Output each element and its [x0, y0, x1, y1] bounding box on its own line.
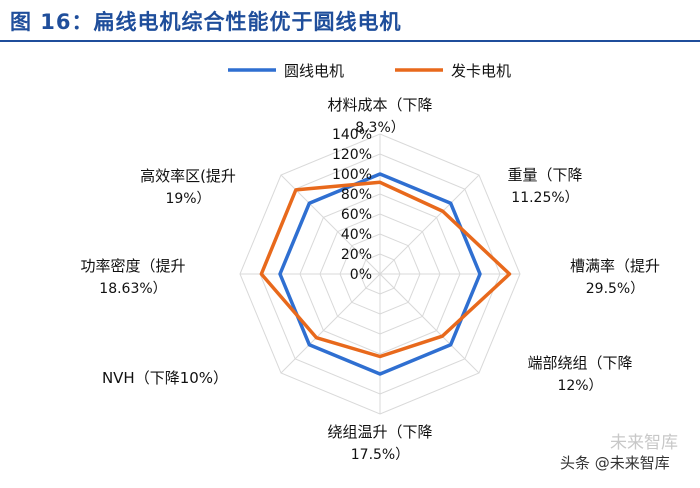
axis-label: 绕组温升（下降: [327, 423, 432, 441]
grid-spoke: [280, 273, 381, 374]
axis-label: 功率密度（提升: [80, 257, 185, 275]
radial-tick-label: 60%: [341, 207, 372, 223]
axis-labels: 材料成本（下降 8.3%） 重量（下降 11.25%） 槽满率（提升 29.5%） 端部绕组…: [80, 96, 660, 463]
axis-value-label: 8.3%）: [355, 120, 405, 136]
axis-value-label: 12%）: [557, 378, 602, 394]
radial-tick-label: 20%: [341, 247, 372, 263]
axis-label: 端部绕组（下降: [527, 354, 632, 372]
radial-ticks: 0% 20% 40% 60% 80% 100% 120% 140%: [332, 127, 372, 283]
watermark-logo-text: 未来智库: [610, 433, 678, 453]
grid-spoke: [379, 273, 480, 374]
source-credit: 头条 @未来智库: [560, 454, 670, 472]
axis-value-label: 29.5%）: [586, 281, 644, 297]
figure-title: 图 16：扁线电机综合性能优于圆线电机: [10, 10, 402, 34]
chart-legend: 圆线电机 发卡电机: [228, 62, 511, 80]
legend-label: 圆线电机: [284, 62, 344, 80]
radial-tick-label: 140%: [332, 127, 372, 143]
radial-tick-label: 0%: [350, 267, 372, 283]
radial-tick-label: 120%: [332, 147, 372, 163]
axis-label: 材料成本（下降: [327, 96, 432, 114]
axis-value-label: 18.63%）: [99, 281, 166, 297]
radial-tick-label: 40%: [341, 227, 372, 243]
axis-value-label: 19%）: [165, 191, 210, 207]
radar-grid: [239, 133, 521, 415]
axis-label: 高效率区(提升: [140, 167, 236, 185]
grid-spoke: [379, 174, 480, 275]
axis-value-label: 11.25%）: [511, 190, 578, 206]
axis-label: 重量（下降: [507, 166, 582, 184]
radial-tick-label: 100%: [332, 167, 372, 183]
legend-label: 发卡电机: [451, 62, 511, 80]
radial-tick-label: 80%: [341, 187, 372, 203]
axis-value-label: 17.5%）: [351, 447, 409, 463]
axis-label: NVH（下降10%）: [102, 369, 228, 387]
grid-spoke: [280, 174, 381, 275]
radar-series: [259, 172, 512, 376]
series-line: [259, 180, 512, 359]
figure-header: 图 16：扁线电机综合性能优于圆线电机: [0, 0, 700, 42]
axis-label: 槽满率（提升: [570, 257, 660, 275]
